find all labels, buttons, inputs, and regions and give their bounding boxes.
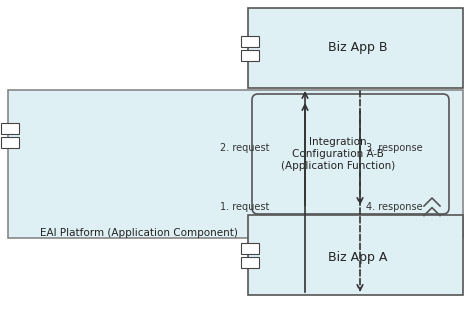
FancyBboxPatch shape	[252, 94, 449, 214]
Text: 3. response: 3. response	[366, 143, 423, 153]
FancyBboxPatch shape	[1, 122, 19, 134]
FancyBboxPatch shape	[241, 36, 259, 46]
FancyBboxPatch shape	[1, 136, 19, 148]
FancyBboxPatch shape	[248, 215, 463, 295]
Text: Integration
Configuration A-B
(Application Function): Integration Configuration A-B (Applicati…	[281, 137, 395, 171]
FancyBboxPatch shape	[8, 90, 463, 238]
Text: EAI Platform (Application Component): EAI Platform (Application Component)	[40, 228, 238, 238]
FancyBboxPatch shape	[241, 256, 259, 268]
Text: 2. request: 2. request	[220, 143, 269, 153]
FancyBboxPatch shape	[241, 242, 259, 254]
Text: Biz App B: Biz App B	[328, 42, 388, 55]
FancyBboxPatch shape	[241, 50, 259, 60]
FancyBboxPatch shape	[248, 8, 463, 88]
Text: 4. response: 4. response	[366, 202, 423, 212]
Text: 1. request: 1. request	[220, 202, 269, 212]
Text: Biz App A: Biz App A	[328, 250, 388, 264]
